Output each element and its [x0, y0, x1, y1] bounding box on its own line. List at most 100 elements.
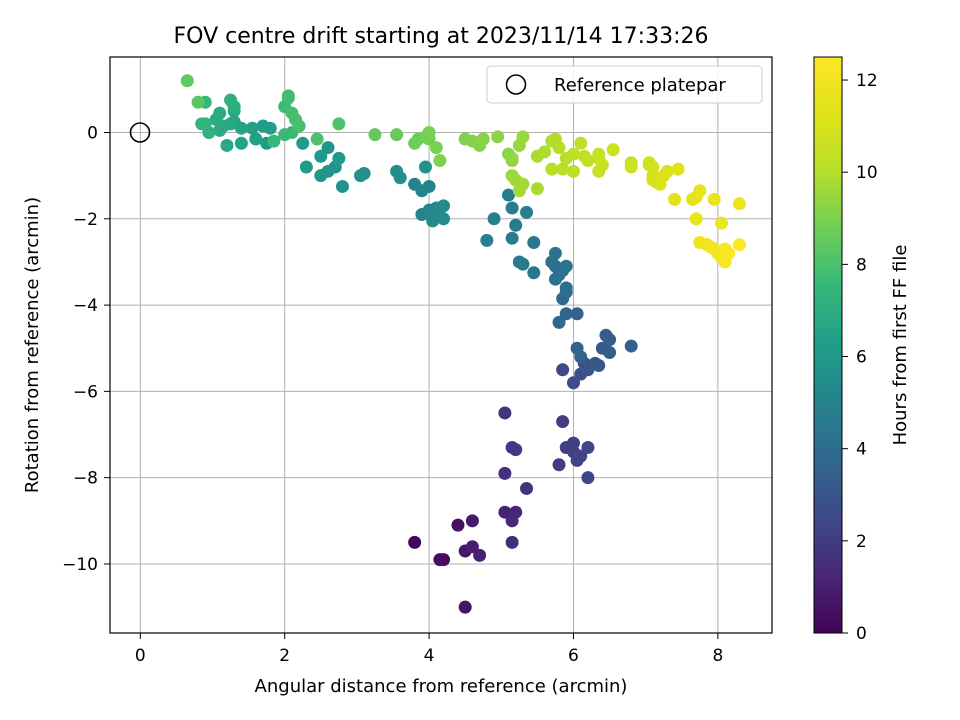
- x-tick-label: 4: [424, 646, 435, 666]
- data-point: [249, 132, 263, 146]
- data-point: [624, 160, 638, 174]
- data-point: [577, 149, 591, 163]
- data-point: [220, 138, 234, 152]
- data-point: [566, 147, 580, 161]
- data-point: [566, 164, 580, 178]
- data-point: [368, 128, 382, 142]
- x-tick-label: 8: [712, 646, 723, 666]
- data-point: [473, 548, 487, 562]
- x-axis-ticks: 0 2 4 6 8: [135, 633, 723, 666]
- colorbar-tick-label: 10: [856, 163, 878, 183]
- y-tick-label: −8: [73, 469, 98, 489]
- data-point: [505, 201, 519, 215]
- y-axis-ticks: 0 −2 −4 −6 −8 −10: [62, 124, 110, 575]
- data-point: [693, 184, 707, 198]
- data-point: [393, 171, 407, 185]
- data-point: [520, 481, 534, 495]
- legend: Reference platepar: [486, 65, 763, 104]
- x-tick-label: 2: [279, 646, 290, 666]
- data-point: [408, 535, 422, 549]
- data-point: [556, 363, 570, 377]
- y-tick-label: 0: [87, 124, 98, 144]
- data-point: [498, 466, 512, 480]
- data-point: [458, 600, 472, 614]
- x-tick-label: 6: [568, 646, 579, 666]
- data-point: [299, 160, 313, 174]
- data-point: [422, 179, 436, 193]
- legend-box: [486, 65, 763, 104]
- colorbar-tick-label: 0: [856, 624, 867, 644]
- data-point: [505, 231, 519, 245]
- data-point: [281, 89, 295, 103]
- data-point: [570, 307, 584, 321]
- colorbar-tick-label: 4: [856, 440, 867, 460]
- data-point: [498, 505, 512, 519]
- data-point: [559, 281, 573, 295]
- data-point: [491, 130, 505, 144]
- data-point: [559, 259, 573, 273]
- data-point: [603, 346, 617, 360]
- data-point: [714, 216, 728, 230]
- colorbar-tick-label: 6: [856, 348, 867, 368]
- data-point: [498, 406, 512, 420]
- data-point: [505, 535, 519, 549]
- data-point: [552, 141, 566, 155]
- data-point: [516, 130, 530, 144]
- colorbar: [813, 56, 843, 634]
- data-point: [314, 169, 328, 183]
- data-point: [689, 212, 703, 226]
- data-point: [465, 540, 479, 554]
- legend-label: Reference platepar: [554, 75, 726, 96]
- data-point: [332, 151, 346, 165]
- plot-frame: [109, 56, 773, 634]
- data-point: [733, 197, 747, 211]
- data-point: [574, 136, 588, 150]
- colorbar-tick-label: 8: [856, 255, 867, 275]
- data-point: [624, 339, 638, 353]
- data-point: [422, 126, 436, 140]
- data-point: [538, 145, 552, 159]
- data-point: [296, 136, 310, 150]
- data-point: [209, 113, 223, 127]
- data-point: [592, 358, 606, 372]
- data-point: [224, 93, 238, 107]
- data-point: [505, 154, 519, 168]
- data-point: [429, 141, 443, 155]
- data-point: [566, 376, 580, 390]
- data-point: [733, 238, 747, 252]
- data-point: [581, 471, 595, 485]
- data-point: [530, 182, 544, 196]
- data-point: [433, 553, 447, 567]
- data-point: [707, 192, 721, 206]
- data-point: [722, 246, 736, 260]
- data-point: [195, 117, 209, 131]
- y-tick-label: −6: [73, 382, 98, 402]
- data-point: [332, 117, 346, 131]
- data-point: [314, 149, 328, 163]
- data-point: [310, 132, 324, 146]
- data-point: [671, 162, 685, 176]
- data-point: [509, 218, 523, 232]
- data-point: [451, 518, 465, 532]
- chart-title: FOV centre drift starting at 2023/11/14 …: [174, 24, 709, 49]
- y-axis-label: Rotation from reference (arcmin): [22, 197, 43, 493]
- data-point: [180, 74, 194, 88]
- data-point: [516, 257, 530, 271]
- data-point: [437, 199, 451, 213]
- data-point: [552, 458, 566, 472]
- data-point: [509, 443, 523, 457]
- data-point: [527, 266, 541, 280]
- data-point: [465, 514, 479, 528]
- data-point: [559, 307, 573, 321]
- data-point: [501, 188, 515, 202]
- data-point: [574, 449, 588, 463]
- data-point: [603, 333, 617, 347]
- data-point: [552, 315, 566, 329]
- colorbar-label: Hours from first FF file: [890, 245, 911, 446]
- data-point: [660, 164, 674, 178]
- y-tick-label: −4: [73, 296, 98, 316]
- data-point: [527, 236, 541, 250]
- colorbar-ticks: 0 2 4 6 8 10 12: [842, 71, 878, 644]
- data-point: [234, 136, 248, 150]
